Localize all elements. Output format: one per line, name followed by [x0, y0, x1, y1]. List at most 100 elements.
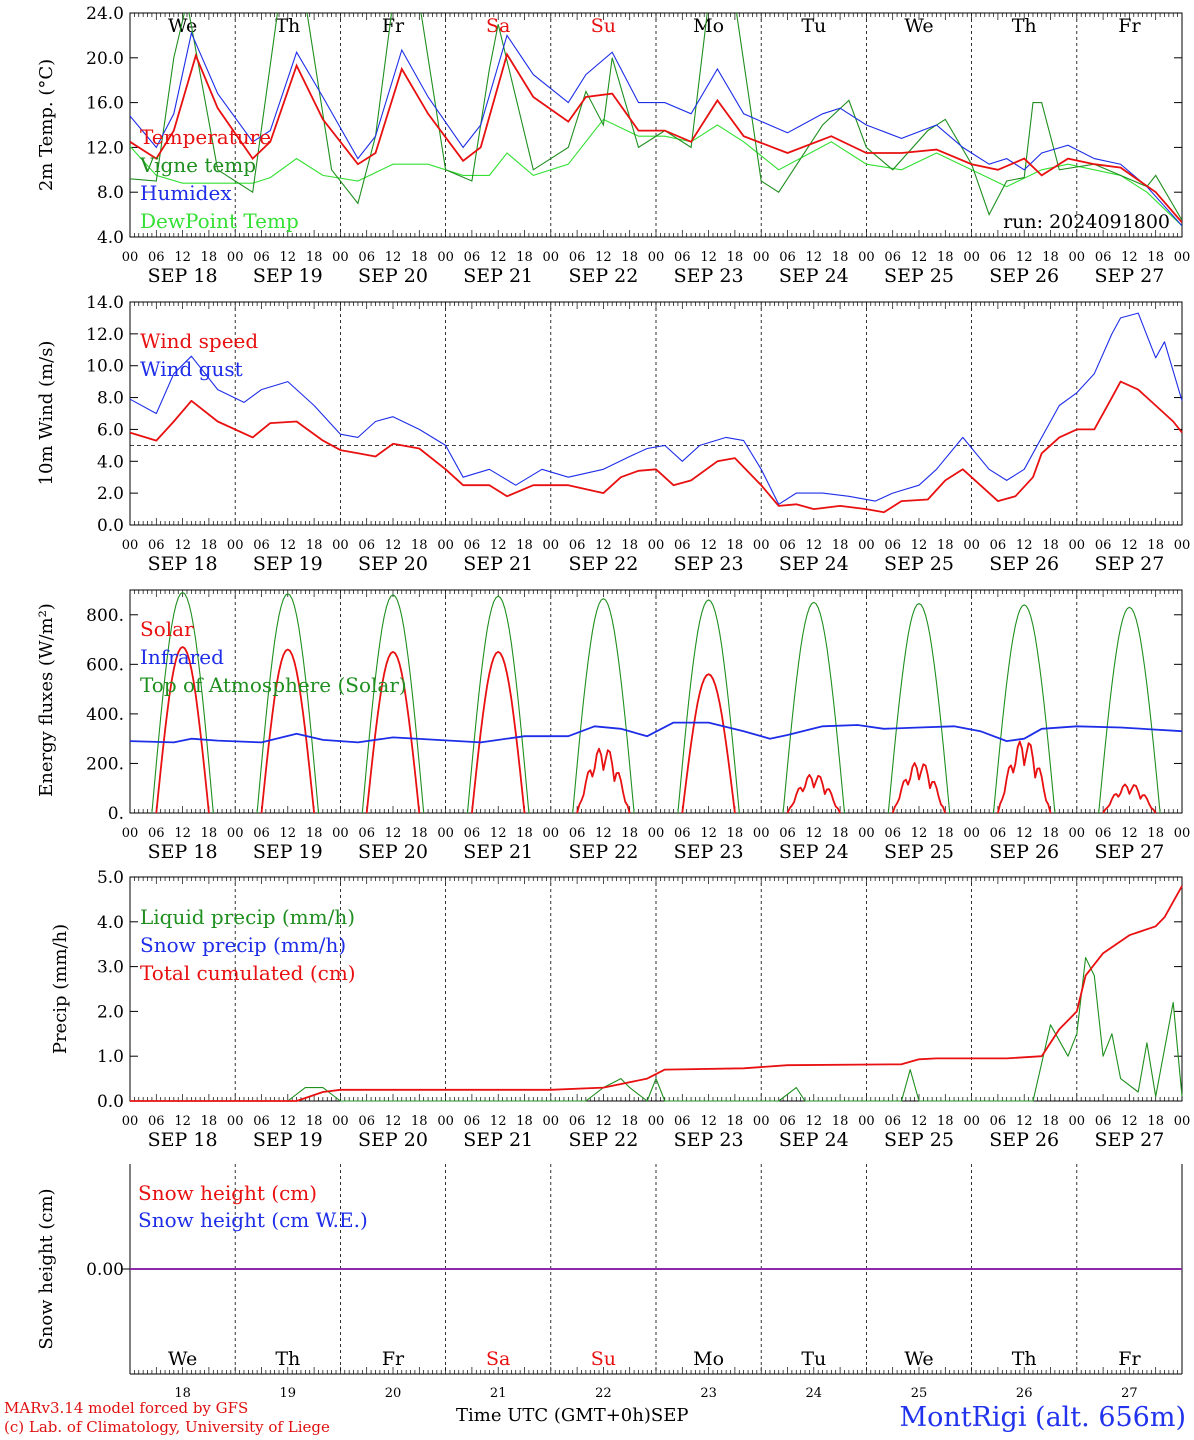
date-label: SEP 26	[989, 265, 1059, 287]
y-tick-label: 5.0	[97, 868, 124, 888]
hour-tick-label: 12	[911, 1114, 928, 1129]
hour-tick-label: 12	[174, 826, 191, 841]
hour-tick-label: 12	[700, 538, 717, 553]
series-solar	[786, 774, 841, 814]
hour-tick-label: 06	[884, 250, 901, 265]
date-label: SEP 27	[1094, 841, 1164, 863]
hour-tick-label: 06	[990, 826, 1007, 841]
x-axis-label: Time UTC (GMT+0h)	[456, 1405, 651, 1426]
hour-tick-label: 00	[543, 538, 560, 553]
date-label: SEP 25	[884, 265, 954, 287]
hour-tick-label: 00	[543, 826, 560, 841]
hour-tick-label: 06	[779, 250, 796, 265]
hour-tick-label: 12	[806, 826, 823, 841]
hour-tick-label: 18	[621, 1114, 638, 1129]
hour-tick-label: 12	[806, 250, 823, 265]
hour-tick-label: 18	[201, 826, 218, 841]
hour-tick-label: 06	[1095, 826, 1112, 841]
date-label: SEP 19	[253, 265, 323, 287]
hour-tick-label: 06	[569, 538, 586, 553]
hour-tick-label: 06	[464, 538, 481, 553]
series-humidex	[130, 31, 1182, 227]
date-label: SEP 27	[1094, 1129, 1164, 1151]
y-tick-label: 0.0	[97, 1092, 124, 1112]
hour-tick-label: 12	[1121, 250, 1138, 265]
hour-tick-label: 00	[227, 826, 244, 841]
series-solar	[891, 762, 947, 814]
y-axis-label: Snow height (cm)	[36, 1188, 57, 1349]
series-temperature	[130, 52, 1182, 223]
legend-snow-height-cm-: Snow height (cm)	[138, 1181, 317, 1205]
hour-tick-label: 00	[648, 826, 665, 841]
date-label: SEP 24	[779, 553, 849, 575]
date-label: SEP 19	[253, 841, 323, 863]
hour-tick-label: 06	[884, 826, 901, 841]
hour-tick-label: 00	[858, 1114, 875, 1129]
series-toa-solar	[887, 603, 951, 814]
hour-tick-label: 18	[832, 250, 849, 265]
y-tick-label: 4.0	[97, 913, 124, 933]
date-label: SEP 21	[463, 841, 533, 863]
legend-snow-height-cm-w-e-: Snow height (cm W.E.)	[138, 1208, 368, 1232]
hour-tick-label: 06	[674, 1114, 691, 1129]
panel-frame-wind	[129, 301, 1183, 526]
day-number-label: 21	[490, 1386, 507, 1400]
date-label: SEP 18	[148, 553, 218, 575]
series-infrared	[129, 721, 1183, 744]
hour-tick-label: 06	[674, 826, 691, 841]
series-toa-solar	[361, 594, 425, 814]
date-label: SEP 19	[253, 553, 323, 575]
hour-tick-label: 12	[1016, 250, 1033, 265]
series-toa-solar	[1098, 606, 1161, 814]
weekday-label: Tu	[801, 15, 826, 37]
panel-frame-temperature	[129, 12, 1183, 238]
series-solar	[365, 651, 421, 814]
series-liquid-precip	[130, 957, 1183, 1102]
hour-tick-label: 06	[1095, 538, 1112, 553]
y-tick-label: 14.0	[86, 293, 124, 313]
hour-tick-label: 06	[358, 538, 375, 553]
hour-tick-label: 12	[911, 538, 928, 553]
y-axis-label: 2m Temp. (°C)	[36, 59, 57, 191]
series-toa-solar	[992, 604, 1056, 814]
hour-tick-label: 12	[595, 250, 612, 265]
y-tick-label: 0.00	[86, 1260, 124, 1280]
date-label: SEP 18	[148, 841, 218, 863]
weekday-label: Fr	[382, 1348, 405, 1370]
hour-tick-label: 06	[148, 250, 165, 265]
hour-tick-label: 18	[411, 1114, 428, 1129]
hour-tick-label: 00	[648, 1114, 665, 1129]
hour-tick-label: 18	[1042, 826, 1059, 841]
hour-tick-label: 06	[358, 250, 375, 265]
hour-tick-label: 06	[148, 538, 165, 553]
hour-tick-label: 12	[490, 1114, 507, 1129]
hour-tick-label: 06	[674, 250, 691, 265]
hour-tick-label: 12	[595, 826, 612, 841]
hour-tick-label: 06	[358, 1114, 375, 1129]
y-tick-label: 0.	[108, 804, 124, 824]
hour-tick-label: 12	[280, 250, 297, 265]
hour-tick-label: 06	[253, 826, 270, 841]
y-tick-label: 12.0	[86, 325, 124, 345]
hour-tick-label: 18	[1147, 250, 1164, 265]
hour-tick-label: 00	[963, 826, 980, 841]
hour-tick-label: 00	[437, 538, 454, 553]
hour-tick-label: 12	[174, 250, 191, 265]
date-label: SEP 18	[148, 1129, 218, 1151]
weekday-label: Mo	[693, 15, 724, 37]
series-solar	[576, 747, 631, 814]
hour-tick-label: 12	[280, 538, 297, 553]
day-number-label: 19	[280, 1386, 297, 1400]
hour-tick-label: 00	[122, 250, 139, 265]
legend-wind-speed: Wind speed	[140, 329, 258, 353]
legend-total-cumulated-cm-: Total cumulated (cm)	[140, 961, 356, 985]
hour-tick-label: 12	[174, 1114, 191, 1129]
hour-tick-label: 18	[516, 826, 533, 841]
date-label: SEP 21	[463, 265, 533, 287]
day-number-label: 25	[911, 1386, 928, 1400]
y-tick-label: 12.0	[86, 138, 124, 158]
hour-tick-label: 06	[779, 1114, 796, 1129]
date-label: SEP 26	[989, 1129, 1059, 1151]
date-label: SEP 20	[358, 841, 428, 863]
date-label: SEP 20	[358, 553, 428, 575]
